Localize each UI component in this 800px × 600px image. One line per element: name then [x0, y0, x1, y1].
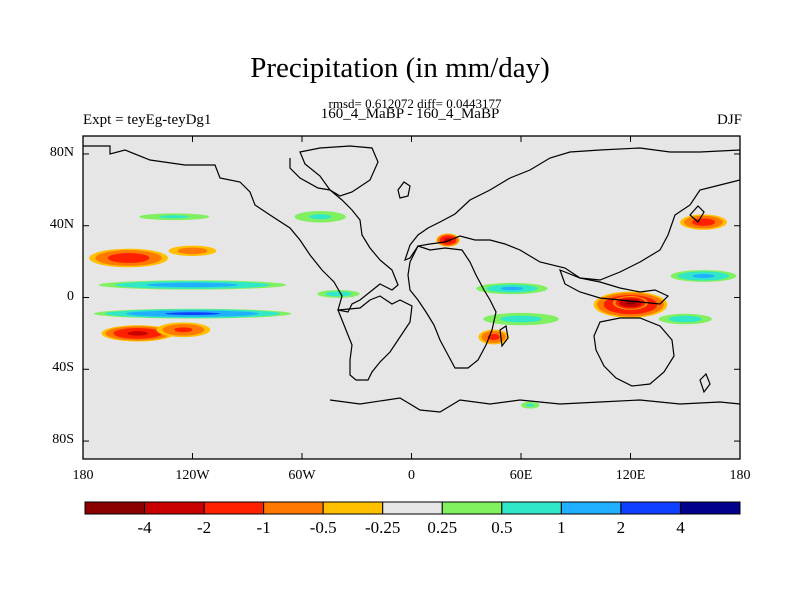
- lat-tick-label: 80N: [49, 144, 74, 160]
- chart-title: Precipitation (in mm/day): [250, 52, 550, 84]
- coastline-new-zealand: [699, 372, 711, 394]
- anomaly-region-australia-wet: [668, 315, 702, 323]
- stats-line: rmsd= 0.612072 diff= 0.0443177: [328, 96, 502, 111]
- coastline-antarctica: [329, 397, 740, 413]
- lat-tick-label: 40N: [49, 216, 74, 232]
- lon-tick-label: 180: [72, 468, 94, 483]
- colorbar-level-label: -4: [137, 518, 152, 537]
- colorbar-swatch: [501, 501, 562, 515]
- anomaly-region-west-pacific-dry: [691, 218, 716, 226]
- colorbar-swatch: [203, 501, 265, 515]
- anomaly-region-maritime-continent-core: [625, 301, 636, 305]
- coastline-africa: [407, 245, 497, 369]
- colorbar-swatch: [679, 501, 741, 515]
- coastline-southeast-asia: [558, 268, 670, 305]
- coastline-south-america: [337, 295, 413, 381]
- colorbar-level-label: 1: [557, 518, 566, 537]
- colorbar-swatch: [441, 501, 503, 515]
- anomaly-region-pacific-north-dry: [107, 253, 150, 263]
- anomaly-region-atlantic-north-wet: [309, 214, 332, 220]
- anomaly-region-pacific-north-dry-east: [177, 247, 208, 255]
- colorbar-swatch: [382, 501, 443, 515]
- coastline-greenland: [299, 145, 379, 197]
- anomaly-region-southern-ocean-wet: [526, 403, 535, 407]
- colorbar-level-label: 4: [676, 518, 685, 537]
- lon-tick-label: 120W: [175, 468, 210, 483]
- coastline-eurasia: [404, 147, 740, 281]
- colorbar-level-label: 2: [616, 518, 626, 537]
- colorbar-level-label: 0.5: [491, 518, 513, 537]
- coastline-north-america: [83, 145, 399, 313]
- colorbar-swatch: [84, 501, 146, 515]
- lat-tick-label: 80S: [52, 432, 74, 448]
- colorbar-swatch: [560, 501, 622, 515]
- anomaly-region-atlantic-eq-wet: [325, 291, 352, 297]
- lon-tick-label: 120E: [615, 468, 646, 483]
- anomaly-region-pacific-south-dry-tail: [174, 327, 193, 333]
- anomaly-region-africa-wet-band: [500, 286, 524, 291]
- anomaly-region-pacific-eq-north-wet: [146, 282, 239, 288]
- coastline-madagascar: [499, 324, 509, 348]
- colorbar-level-label: -2: [196, 518, 212, 537]
- colorbar-swatch: [144, 501, 205, 515]
- anomaly-region-southern-africa-dry: [487, 334, 500, 340]
- lon-tick-label: 180: [729, 468, 751, 483]
- anomaly-region-pacific-eq-south-wet: [165, 312, 220, 315]
- colorbar-level-label: -0.5: [309, 518, 337, 537]
- anomaly-region-pacific-northeast-band: [159, 215, 190, 219]
- coastline-australia: [593, 317, 675, 387]
- colorbar-swatch: [620, 501, 681, 515]
- anomaly-region-indian-ocean-wet: [500, 315, 542, 323]
- colorbar-swatch: [322, 501, 384, 515]
- anomaly-region-pacific-south-dry: [127, 331, 148, 336]
- season-label: DJF: [716, 112, 742, 128]
- lon-tick-label: 60W: [288, 468, 316, 483]
- colorbar-level-label: -1: [256, 518, 271, 537]
- colorbar-level-label: 0.25: [427, 518, 458, 537]
- coastline-japan: [689, 205, 705, 223]
- lat-tick-label: 40S: [52, 360, 74, 376]
- lon-tick-label: 0: [408, 468, 415, 483]
- lat-tick-label: 0: [67, 288, 74, 304]
- experiment-label: Expt = teyEg-teyDg1: [83, 112, 212, 128]
- anomaly-region-west-pacific-wet: [692, 273, 715, 278]
- coastline-uk: [397, 181, 411, 199]
- coastlines: [83, 145, 740, 413]
- colorbar-swatch: [263, 501, 324, 515]
- comparison-label: 160_4_MaBP - 160_4_MaBP: [320, 106, 500, 122]
- colorbar-level-label: -0.25: [365, 518, 401, 537]
- lon-tick-label: 60E: [509, 468, 533, 483]
